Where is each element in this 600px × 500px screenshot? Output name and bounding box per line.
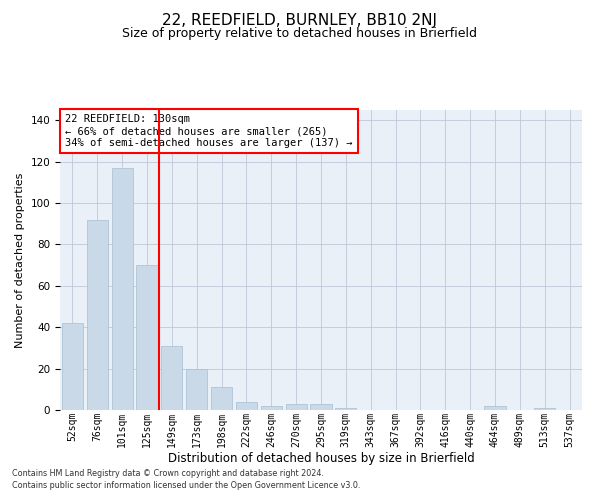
Bar [87, 220, 108, 410]
Text: Contains HM Land Registry data © Crown copyright and database right 2024.: Contains HM Land Registry data © Crown c… [12, 468, 324, 477]
Bar [335, 408, 356, 410]
Bar [236, 402, 257, 410]
Bar [484, 406, 506, 410]
Bar [534, 408, 555, 410]
Bar [161, 346, 182, 410]
Text: 22, REEDFIELD, BURNLEY, BB10 2NJ: 22, REEDFIELD, BURNLEY, BB10 2NJ [163, 12, 437, 28]
Y-axis label: Number of detached properties: Number of detached properties [15, 172, 25, 348]
Bar [62, 323, 83, 410]
Bar [261, 406, 282, 410]
X-axis label: Distribution of detached houses by size in Brierfield: Distribution of detached houses by size … [167, 452, 475, 465]
Bar [186, 368, 207, 410]
Text: Size of property relative to detached houses in Brierfield: Size of property relative to detached ho… [122, 28, 478, 40]
Text: 22 REEDFIELD: 130sqm
← 66% of detached houses are smaller (265)
34% of semi-deta: 22 REEDFIELD: 130sqm ← 66% of detached h… [65, 114, 353, 148]
Bar [310, 404, 332, 410]
Bar [211, 387, 232, 410]
Text: Contains public sector information licensed under the Open Government Licence v3: Contains public sector information licen… [12, 481, 361, 490]
Bar [136, 265, 158, 410]
Bar [286, 404, 307, 410]
Bar [112, 168, 133, 410]
